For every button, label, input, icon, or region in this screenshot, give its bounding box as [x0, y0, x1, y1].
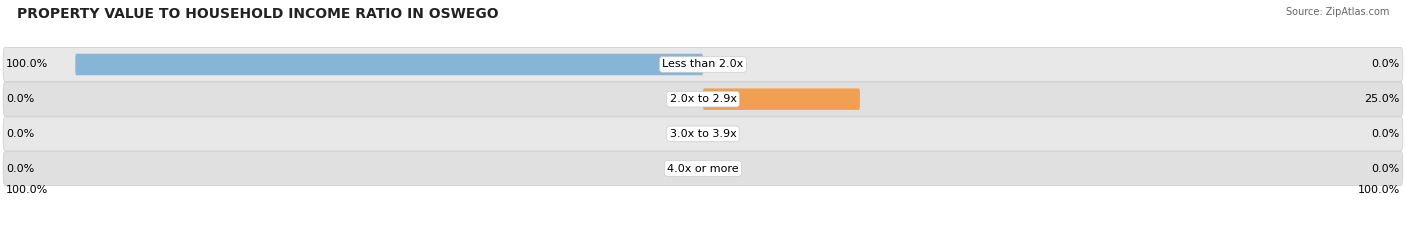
Text: Source: ZipAtlas.com: Source: ZipAtlas.com	[1285, 7, 1389, 17]
FancyBboxPatch shape	[76, 54, 703, 75]
FancyBboxPatch shape	[3, 117, 1403, 151]
Text: 100.0%: 100.0%	[1357, 185, 1400, 195]
Text: Less than 2.0x: Less than 2.0x	[662, 59, 744, 69]
Text: 100.0%: 100.0%	[6, 59, 49, 69]
Text: 25.0%: 25.0%	[1364, 94, 1400, 104]
Text: 0.0%: 0.0%	[6, 94, 35, 104]
Text: 2.0x to 2.9x: 2.0x to 2.9x	[669, 94, 737, 104]
Text: 0.0%: 0.0%	[1371, 59, 1400, 69]
Text: PROPERTY VALUE TO HOUSEHOLD INCOME RATIO IN OSWEGO: PROPERTY VALUE TO HOUSEHOLD INCOME RATIO…	[17, 7, 499, 21]
Text: 3.0x to 3.9x: 3.0x to 3.9x	[669, 129, 737, 139]
FancyBboxPatch shape	[3, 48, 1403, 82]
Text: 100.0%: 100.0%	[6, 185, 49, 195]
FancyBboxPatch shape	[3, 82, 1403, 116]
Text: 0.0%: 0.0%	[1371, 164, 1400, 174]
Text: 0.0%: 0.0%	[6, 164, 35, 174]
Text: 0.0%: 0.0%	[6, 129, 35, 139]
FancyBboxPatch shape	[3, 151, 1403, 185]
FancyBboxPatch shape	[703, 88, 860, 110]
Text: 0.0%: 0.0%	[1371, 129, 1400, 139]
Text: 4.0x or more: 4.0x or more	[668, 164, 738, 174]
